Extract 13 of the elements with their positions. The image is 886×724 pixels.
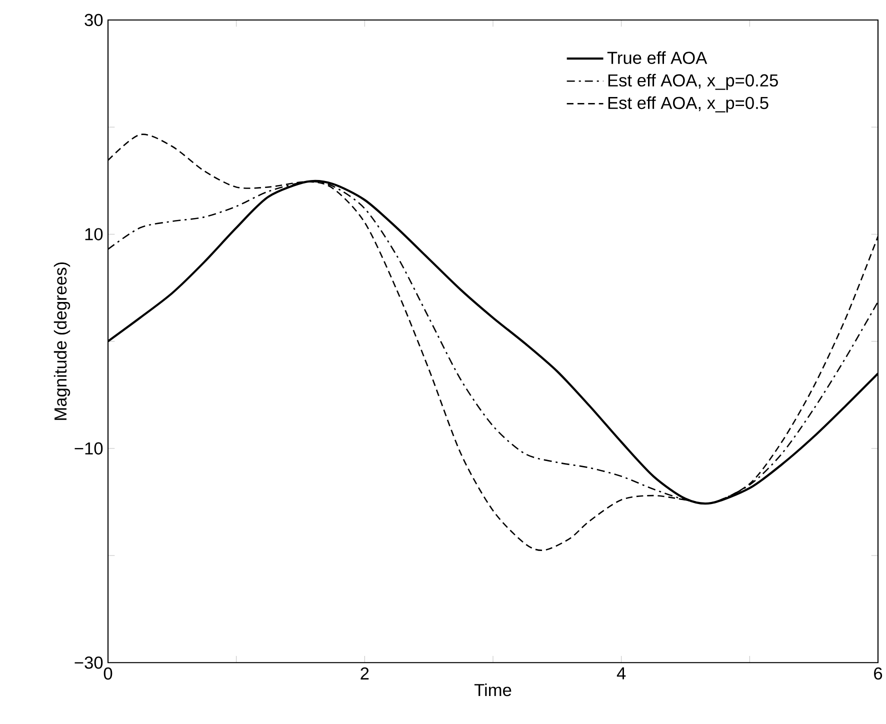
legend-label: True eff AOA bbox=[607, 51, 708, 64]
x-tick-label: 4 bbox=[616, 667, 626, 680]
x-tick-label: 2 bbox=[360, 667, 369, 680]
y-axis-title: Magnitude (degrees) bbox=[54, 262, 70, 420]
x-axis-title: Time bbox=[474, 683, 512, 696]
y-tick-label: −10 bbox=[74, 442, 103, 455]
x-tick-label: 0 bbox=[104, 667, 112, 680]
legend-label: Est eff AOA, x_p=0.5 bbox=[608, 96, 768, 113]
y-tick-label: 10 bbox=[85, 228, 103, 240]
legend-label: Est eff AOA, x_p=0.25 bbox=[608, 74, 778, 90]
y-tick-label: −30 bbox=[74, 656, 103, 669]
y-tick-label: 30 bbox=[84, 14, 103, 26]
x-tick-label: 6 bbox=[874, 667, 882, 680]
